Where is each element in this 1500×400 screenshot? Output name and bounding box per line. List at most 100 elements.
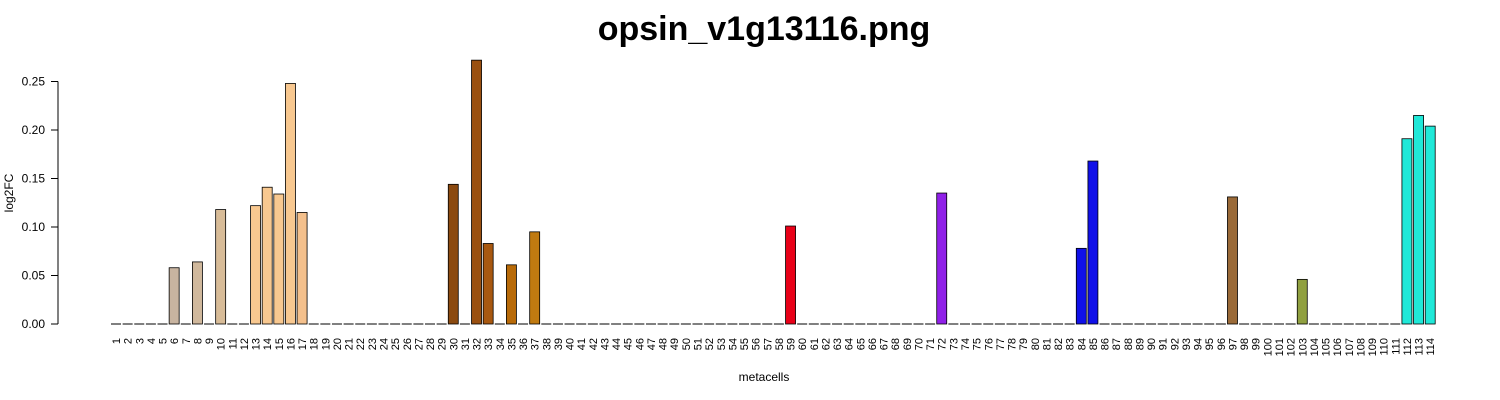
x-tick-label: 10 bbox=[216, 338, 228, 350]
bar bbox=[1424, 125, 1436, 325]
x-tick-label: 31 bbox=[460, 338, 472, 350]
x-tick-label: 33 bbox=[483, 338, 495, 350]
x-tick-label: 113 bbox=[1414, 338, 1426, 356]
chart-title: opsin_v1g13116.png bbox=[597, 10, 931, 48]
x-tick-label: 34 bbox=[495, 338, 507, 350]
x-tick-label: 101 bbox=[1274, 338, 1286, 356]
x-tick-label: 54 bbox=[727, 338, 739, 350]
x-tick-label: 60 bbox=[797, 338, 809, 350]
y-axis-label: log2FC bbox=[2, 173, 16, 212]
x-tick-label: 104 bbox=[1309, 338, 1321, 356]
x-tick-label: 30 bbox=[448, 338, 460, 350]
bar bbox=[785, 225, 796, 325]
x-tick-label: 20 bbox=[332, 338, 344, 350]
x-tick-label: 105 bbox=[1321, 338, 1333, 356]
x-tick-label: 19 bbox=[320, 338, 332, 350]
x-tick-label: 106 bbox=[1332, 338, 1344, 356]
x-tick-label: 107 bbox=[1344, 338, 1356, 356]
x-tick-label: 6 bbox=[169, 338, 181, 344]
bar bbox=[482, 243, 494, 325]
x-tick-label: 32 bbox=[472, 338, 484, 350]
x-tick-label: 39 bbox=[553, 338, 565, 350]
x-tick-label: 58 bbox=[774, 338, 786, 350]
bar bbox=[1296, 278, 1308, 325]
x-tick-label: 88 bbox=[1123, 338, 1135, 350]
bar bbox=[273, 193, 285, 325]
x-tick-label: 74 bbox=[960, 338, 972, 350]
bar bbox=[168, 267, 180, 325]
bar bbox=[936, 192, 948, 325]
x-tick-label: 44 bbox=[611, 338, 623, 350]
x-tick-label: 62 bbox=[820, 338, 832, 350]
x-tick-label: 103 bbox=[1297, 338, 1309, 356]
bars-group bbox=[111, 59, 1436, 325]
x-tick-label: 24 bbox=[378, 338, 390, 350]
bar bbox=[1227, 196, 1238, 325]
x-tick-label: 37 bbox=[530, 338, 542, 350]
x-tick-label: 25 bbox=[390, 338, 402, 350]
x-tick-label: 2 bbox=[123, 338, 135, 344]
x-tick-label: 1 bbox=[111, 338, 123, 344]
x-tick-label: 83 bbox=[1065, 338, 1077, 350]
x-tick-label: 9 bbox=[204, 338, 216, 344]
x-tick-label: 110 bbox=[1379, 338, 1391, 356]
bar bbox=[215, 209, 227, 325]
y-tick-label: 0.25 bbox=[22, 75, 46, 89]
x-tick-label: 3 bbox=[134, 338, 146, 344]
x-tick-label: 28 bbox=[425, 338, 437, 350]
x-tick-label: 67 bbox=[879, 338, 891, 350]
bar bbox=[250, 205, 261, 325]
x-tick-label: 95 bbox=[1204, 338, 1216, 350]
x-tick-label: 72 bbox=[937, 338, 949, 350]
x-tick-label: 13 bbox=[251, 338, 263, 350]
x-tick-label: 84 bbox=[1076, 338, 1088, 350]
x-tick-label: 89 bbox=[1134, 338, 1146, 350]
x-tick-label: 76 bbox=[983, 338, 995, 350]
x-tick-label: 63 bbox=[832, 338, 844, 350]
x-tick-label: 98 bbox=[1239, 338, 1251, 350]
x-tick-label: 36 bbox=[518, 338, 530, 350]
x-tick-label: 80 bbox=[1030, 338, 1042, 350]
x-tick-label: 11 bbox=[227, 338, 239, 349]
bar bbox=[1413, 115, 1424, 325]
x-tick-label: 26 bbox=[402, 338, 414, 350]
x-tick-label: 77 bbox=[995, 338, 1007, 350]
x-tick-label: 75 bbox=[972, 338, 984, 350]
y-tick-label: 0.05 bbox=[22, 269, 46, 283]
y-tick-label: 0.20 bbox=[22, 123, 46, 137]
x-tick-label: 114 bbox=[1425, 338, 1437, 356]
x-tick-label: 65 bbox=[855, 338, 867, 350]
x-tick-label: 53 bbox=[716, 338, 728, 350]
bar bbox=[1401, 138, 1413, 325]
x-tick-label: 94 bbox=[1193, 338, 1205, 350]
x-tick-label: 14 bbox=[262, 338, 274, 350]
x-tick-label: 112 bbox=[1402, 338, 1414, 356]
x-tick-label: 71 bbox=[925, 338, 937, 350]
x-tick-label: 61 bbox=[809, 338, 821, 350]
bar bbox=[471, 59, 482, 325]
bar bbox=[1075, 247, 1087, 325]
x-tick-label: 87 bbox=[1111, 338, 1123, 350]
x-tick-label: 102 bbox=[1286, 338, 1298, 356]
x-tick-label: 93 bbox=[1181, 338, 1193, 350]
x-tick-label: 42 bbox=[588, 338, 600, 350]
x-tick-label: 79 bbox=[1018, 338, 1030, 350]
x-tick-label: 51 bbox=[693, 338, 705, 350]
x-tick-label: 68 bbox=[890, 338, 902, 350]
bar bbox=[261, 186, 273, 325]
x-tick-label: 46 bbox=[634, 338, 646, 350]
x-tick-label: 85 bbox=[1088, 338, 1100, 350]
x-tick-label: 55 bbox=[739, 338, 751, 350]
x-tick-label: 100 bbox=[1262, 338, 1274, 356]
x-tick-label: 91 bbox=[1158, 338, 1170, 350]
x-tick-label: 69 bbox=[902, 338, 914, 350]
x-tick-label: 96 bbox=[1216, 338, 1228, 350]
x-tick-label: 5 bbox=[158, 338, 170, 344]
x-tick-label: 73 bbox=[948, 338, 960, 350]
x-tick-label: 90 bbox=[1146, 338, 1158, 350]
x-tick-label: 78 bbox=[1007, 338, 1019, 350]
x-tick-label: 81 bbox=[1041, 338, 1053, 350]
x-tick-label: 86 bbox=[1100, 338, 1112, 350]
x-tick-label: 17 bbox=[297, 338, 309, 350]
